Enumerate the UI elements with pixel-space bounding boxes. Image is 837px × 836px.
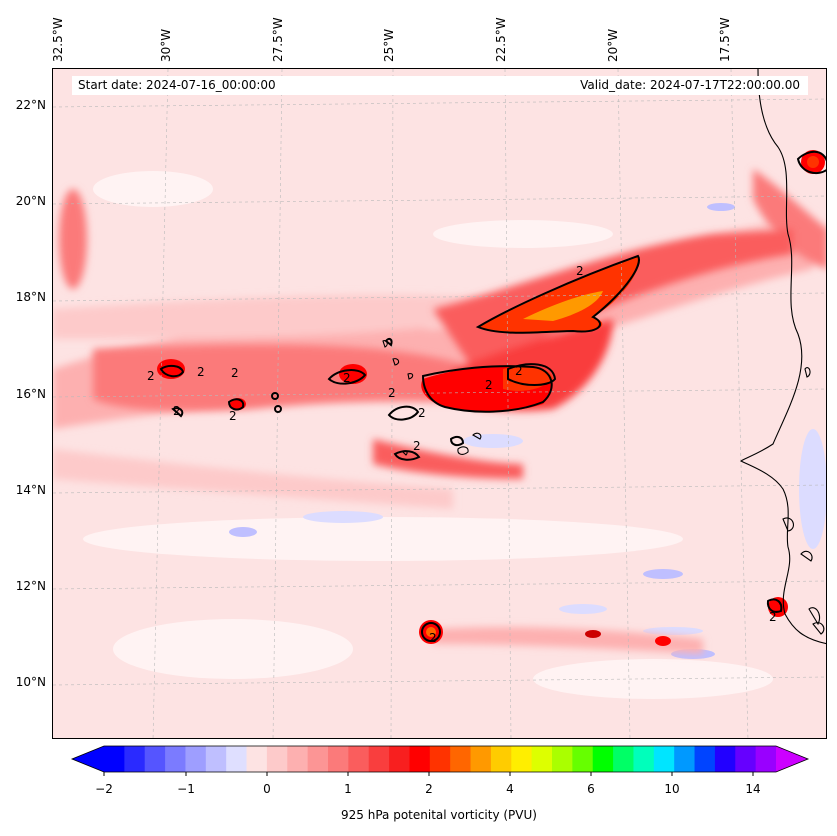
longitude-label: 30°W xyxy=(159,28,173,62)
start-date-label: Start date: 2024-07-16_00:00:00 xyxy=(78,78,276,92)
colorbar-swatch xyxy=(409,746,431,772)
contour-label: 2 xyxy=(343,371,351,385)
latitude-label: 10°N xyxy=(15,675,46,689)
colorbar-swatch xyxy=(674,746,696,772)
contour-label: 2 xyxy=(769,610,777,624)
colorbar-swatch xyxy=(165,746,186,772)
colorbar-swatch xyxy=(511,746,533,772)
colorbar-swatch xyxy=(185,746,207,772)
latitude-label: 12°N xyxy=(15,579,46,593)
contour-label: 2 xyxy=(197,365,205,379)
colorbar-swatch xyxy=(205,746,227,772)
valid-date-label: Valid_date: 2024-07-17T22:00:00.00 xyxy=(580,78,800,92)
negative-pv-areas xyxy=(229,203,826,659)
contour-label: 2 xyxy=(485,378,493,392)
colorbar-outline xyxy=(70,745,810,773)
longitude-label: 25°W xyxy=(382,28,396,62)
colorbar-tick-label: −1 xyxy=(177,782,195,796)
colorbar-swatch xyxy=(592,746,614,772)
colorbar-tick-label: 6 xyxy=(587,782,595,796)
cape-verde-islands xyxy=(382,340,482,456)
colorbar-swatch xyxy=(124,746,146,772)
contour-label: 2 xyxy=(429,631,437,645)
latitude-label: 22°N xyxy=(15,98,46,112)
contour-label: 2 xyxy=(229,409,237,423)
latitude-label: 20°N xyxy=(15,194,46,208)
colorbar-swatch xyxy=(307,746,329,772)
longitude-label: 27.5°W xyxy=(271,17,285,62)
colorbar-swatch xyxy=(450,746,472,772)
colorbar-swatch xyxy=(328,746,349,772)
date-info-bar: Start date: 2024-07-16_00:00:00 Valid_da… xyxy=(72,76,808,95)
contour-labels: 2 2 2 2 2 2 2 2 2 2 2 2 2 2 xyxy=(147,264,777,645)
colorbar-label: 925 hPa potenital vorticity (PVU) xyxy=(341,808,537,822)
colorbar-swatch xyxy=(552,746,573,772)
contour-label: 2 xyxy=(418,406,426,420)
contour-label: 2 xyxy=(388,386,396,400)
colorbar-tick-label: 1 xyxy=(344,782,352,796)
latitude-label: 18°N xyxy=(15,290,46,304)
colorbar-swatch xyxy=(104,746,125,772)
colorbar-swatch xyxy=(144,746,166,772)
colorbar-swatch xyxy=(266,746,288,772)
colorbar-over-arrow xyxy=(776,746,808,772)
colorbar-swatch xyxy=(613,746,634,772)
colorbar-under-arrow xyxy=(72,746,104,772)
latitude-label: 16°N xyxy=(15,387,46,401)
colorbar-swatch xyxy=(755,746,777,772)
colorbar-swatch xyxy=(633,746,655,772)
colorbar-swatch xyxy=(531,746,553,772)
longitude-label: 17.5°W xyxy=(718,17,732,62)
colorbar-swatch xyxy=(490,746,512,772)
longitude-label: 20°W xyxy=(606,28,620,62)
colorbar-tick-label: 4 xyxy=(506,782,514,796)
contour-label: 2 xyxy=(413,439,421,453)
graticule xyxy=(53,69,826,738)
colorbar-swatch xyxy=(226,746,248,772)
colorbar-swatch xyxy=(714,746,736,772)
colorbar-swatch xyxy=(429,746,451,772)
contour-label: 2 xyxy=(173,404,181,418)
contour-label: 2 xyxy=(515,364,523,378)
colorbar-swatch xyxy=(348,746,370,772)
colorbar-tick-label: −2 xyxy=(95,782,113,796)
colorbar-tick-label: 0 xyxy=(263,782,271,796)
latitude-label: 14°N xyxy=(15,483,46,497)
pv-2-contours xyxy=(159,150,826,642)
pv-cores xyxy=(157,150,825,646)
colorbar-swatch xyxy=(470,746,492,772)
colorbar-tick-label: 10 xyxy=(664,782,680,796)
colorbar-swatch xyxy=(368,746,390,772)
pv-field-map: 2 2 2 2 2 2 2 2 2 2 2 2 2 2 xyxy=(53,69,826,738)
contour-label: 2 xyxy=(576,264,584,278)
longitude-label: 32.5°W xyxy=(51,17,65,62)
colorbar-swatch xyxy=(735,746,757,772)
colorbar-swatch xyxy=(287,746,309,772)
contour-label: 2 xyxy=(231,366,239,380)
colorbar-swatch xyxy=(653,746,675,772)
colorbar-swatch xyxy=(389,746,410,772)
coastline xyxy=(740,69,826,645)
colorbar-tick-label: 14 xyxy=(745,782,761,796)
colorbar-swatch xyxy=(246,746,268,772)
longitude-label: 22.5°W xyxy=(494,17,508,62)
contour-label: 2 xyxy=(147,369,155,383)
colorbar-tick-label: 2 xyxy=(425,782,433,796)
colorbar-swatch xyxy=(572,746,594,772)
map-panel: 2 2 2 2 2 2 2 2 2 2 2 2 2 2 xyxy=(52,68,827,739)
colorbar-swatch xyxy=(694,746,716,772)
